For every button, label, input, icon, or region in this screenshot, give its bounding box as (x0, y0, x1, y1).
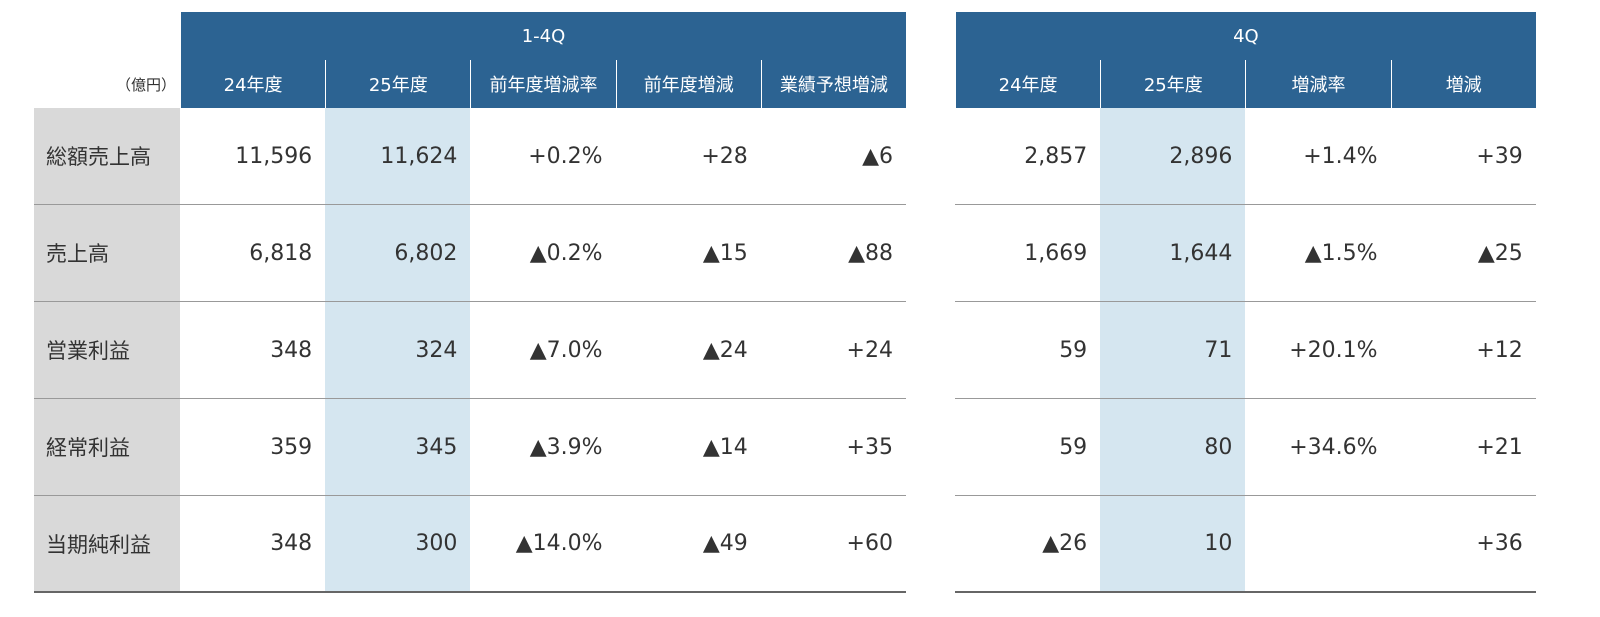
table-cell: +36 (1390, 496, 1536, 593)
row-label: 経常利益 (34, 399, 180, 496)
table-cell: 11,624 (325, 108, 471, 205)
row-label: 総額売上高 (34, 108, 180, 205)
table-cell: 359 (180, 399, 326, 496)
row-label: 売上高 (34, 205, 180, 302)
table-cell: ▲15 (615, 205, 761, 302)
table-cell: 1,644 (1100, 205, 1246, 302)
column-header: 24年度 (180, 60, 326, 108)
table-cell: 2,896 (1100, 108, 1246, 205)
table-cell: ▲3.9% (470, 399, 616, 496)
table-cell: +20.1% (1245, 302, 1391, 399)
table-cell: 6,818 (180, 205, 326, 302)
table-cell: 11,596 (180, 108, 326, 205)
table-cell: ▲14 (615, 399, 761, 496)
column-header: 増減 (1390, 60, 1536, 108)
column-header: 25年度 (1100, 60, 1246, 108)
table-cell: +34.6% (1245, 399, 1391, 496)
table-cell: 324 (325, 302, 471, 399)
table-cell: 59 (955, 399, 1101, 496)
table-cell: ▲88 (760, 205, 906, 302)
table-cell: 345 (325, 399, 471, 496)
table-cell: ▲14.0% (470, 496, 616, 593)
table-cell: ▲25 (1390, 205, 1536, 302)
column-header: 25年度 (325, 60, 471, 108)
table-cell: 1,669 (955, 205, 1101, 302)
table-cell: ▲0.2% (470, 205, 616, 302)
table-cell (1245, 496, 1391, 593)
table-cell: +39 (1390, 108, 1536, 205)
column-header: 増減率 (1245, 60, 1391, 108)
table-cell: 348 (180, 302, 326, 399)
table-cell: 59 (955, 302, 1101, 399)
table-cell: 6,802 (325, 205, 471, 302)
table-cell: +35 (760, 399, 906, 496)
table-cell: +1.4% (1245, 108, 1391, 205)
table-cell: 300 (325, 496, 471, 593)
table-cell: +12 (1390, 302, 1536, 399)
table-cell: ▲1.5% (1245, 205, 1391, 302)
table-cell: ▲26 (955, 496, 1101, 593)
group-header: 4Q (955, 12, 1536, 60)
table-cell: ▲24 (615, 302, 761, 399)
column-header: 業績予想増減 (760, 60, 906, 108)
row-label: 営業利益 (34, 302, 180, 399)
unit-label: （億円） (115, 75, 176, 94)
table-cell: +0.2% (470, 108, 616, 205)
table-cell: +28 (615, 108, 761, 205)
table-cell: ▲7.0% (470, 302, 616, 399)
table-cell: 2,857 (955, 108, 1101, 205)
table-cell: 348 (180, 496, 326, 593)
row-label: 当期純利益 (34, 496, 180, 593)
table-cell: ▲6 (760, 108, 906, 205)
table-cell: +21 (1390, 399, 1536, 496)
group-header: 1-4Q (180, 12, 906, 60)
column-header: 24年度 (955, 60, 1101, 108)
column-header: 前年度増減率 (470, 60, 616, 108)
column-header: 前年度増減 (615, 60, 761, 108)
table-cell: ▲49 (615, 496, 761, 593)
table-cell: +24 (760, 302, 906, 399)
table-cell: 10 (1100, 496, 1246, 593)
table-cell: 71 (1100, 302, 1246, 399)
table-cell: +60 (760, 496, 906, 593)
table-cell: 80 (1100, 399, 1246, 496)
